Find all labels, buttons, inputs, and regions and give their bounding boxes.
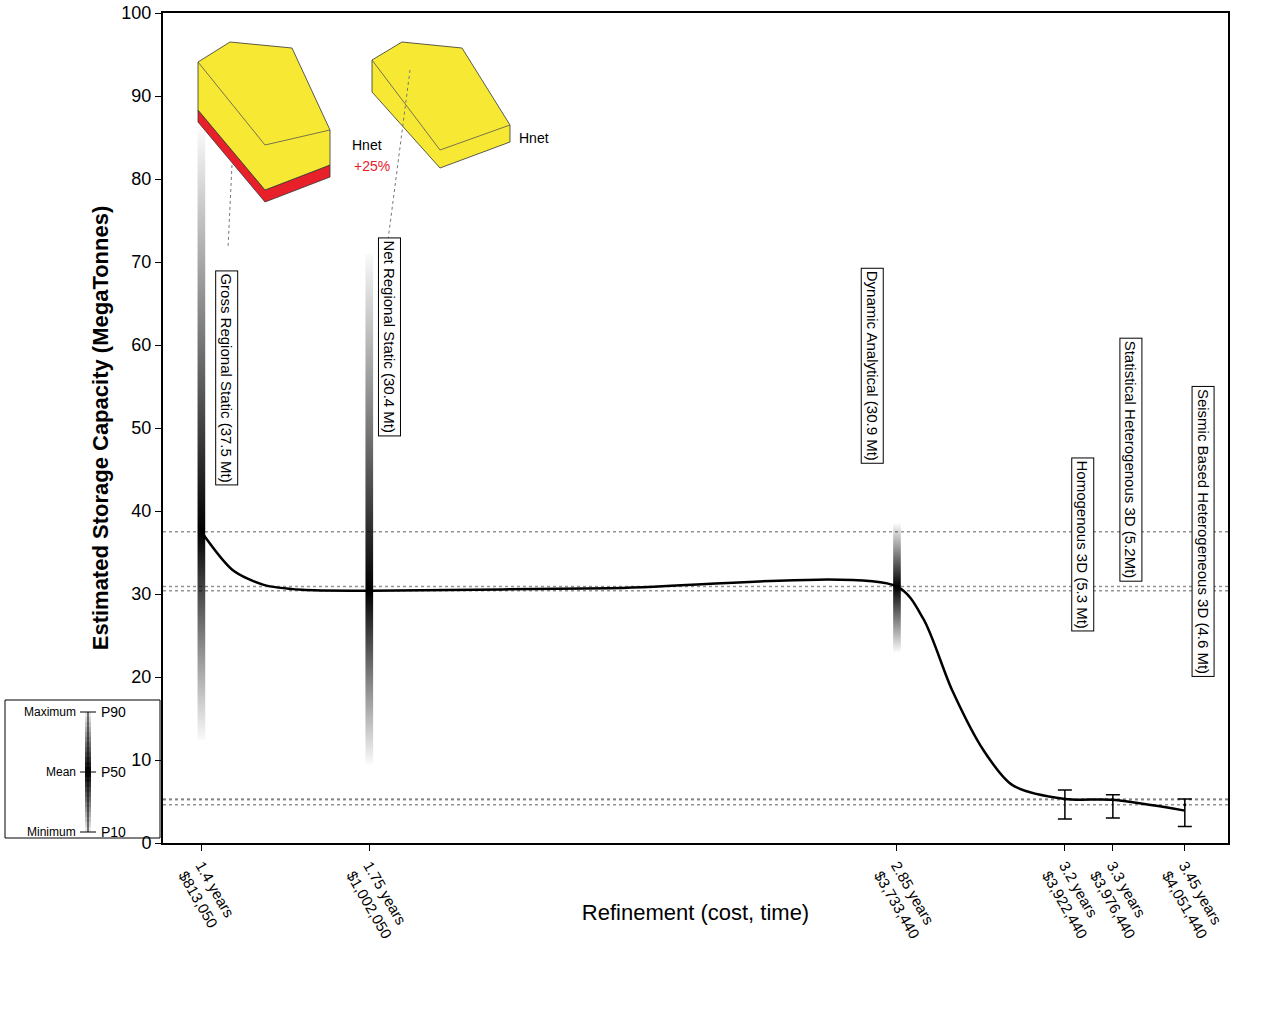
- svg-text:Refinement (cost, time): Refinement (cost, time): [582, 900, 809, 925]
- svg-text:50: 50: [131, 418, 151, 438]
- svg-text:3.3 years$3,976,440: 3.3 years$3,976,440: [1087, 858, 1156, 941]
- svg-text:60: 60: [131, 335, 151, 355]
- svg-text:P50: P50: [101, 764, 126, 780]
- svg-text:90: 90: [131, 86, 151, 106]
- svg-text:80: 80: [131, 169, 151, 189]
- svg-text:0: 0: [141, 833, 151, 853]
- svg-text:Net Regional Static (30.4 Mt): Net Regional Static (30.4 Mt): [381, 240, 398, 433]
- svg-text:40: 40: [131, 501, 151, 521]
- svg-text:Gross Regional Static (37.5 Mt: Gross Regional Static (37.5 Mt): [218, 273, 235, 482]
- svg-text:Statistical Heterogenous 3D (5: Statistical Heterogenous 3D (5.2Mt): [1122, 341, 1139, 579]
- svg-text:1.4 years$813,050: 1.4 years$813,050: [175, 858, 238, 930]
- svg-text:1.75 years$1,002,050: 1.75 years$1,002,050: [343, 858, 412, 941]
- svg-text:Mean: Mean: [46, 765, 76, 779]
- svg-text:P90: P90: [101, 704, 126, 720]
- svg-text:Minimum: Minimum: [27, 825, 76, 839]
- svg-text:Dynamic Analytical (30.9 Mt): Dynamic Analytical (30.9 Mt): [864, 271, 881, 461]
- svg-text:20: 20: [131, 667, 151, 687]
- svg-text:P10: P10: [101, 824, 126, 840]
- svg-text:Homogenous 3D (5.3 Mt): Homogenous 3D (5.3 Mt): [1074, 460, 1091, 628]
- svg-text:10: 10: [131, 750, 151, 770]
- svg-text:+25%: +25%: [354, 158, 390, 174]
- svg-text:100: 100: [121, 3, 151, 23]
- svg-text:3.45 years$4,051,440: 3.45 years$4,051,440: [1159, 858, 1228, 941]
- svg-text:Estimated Storage Capacity (Me: Estimated Storage Capacity (MegaTonnes): [88, 206, 113, 651]
- svg-text:Maximum: Maximum: [24, 705, 76, 719]
- svg-text:Hnet: Hnet: [352, 137, 382, 153]
- svg-text:3.2 years$3,922,440: 3.2 years$3,922,440: [1039, 858, 1108, 941]
- svg-text:Seismic Based Heterogeneous 3D: Seismic Based Heterogeneous 3D (4.6 Mt): [1195, 389, 1212, 674]
- svg-text:30: 30: [131, 584, 151, 604]
- svg-text:2.85 years$3,733,440: 2.85 years$3,733,440: [871, 858, 940, 941]
- svg-text:Hnet: Hnet: [519, 130, 549, 146]
- svg-text:70: 70: [131, 252, 151, 272]
